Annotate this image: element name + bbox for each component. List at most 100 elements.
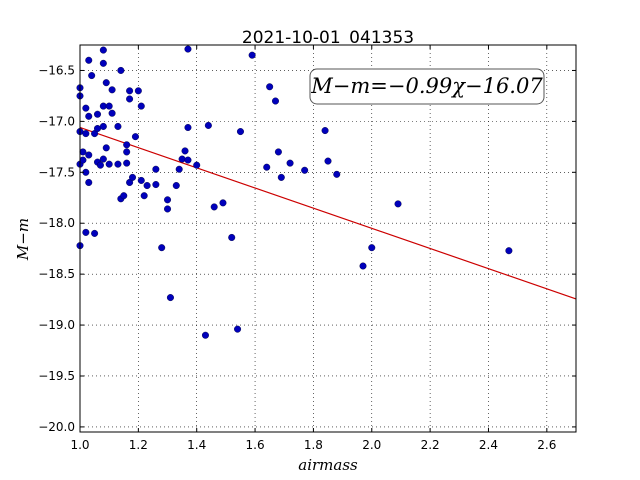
data-point <box>184 45 192 53</box>
data-point <box>266 83 274 91</box>
data-point <box>301 166 309 174</box>
data-point <box>321 127 329 135</box>
data-point <box>102 79 110 87</box>
data-point <box>94 110 102 118</box>
data-point <box>88 72 96 80</box>
data-point <box>137 176 145 184</box>
data-point <box>166 294 174 302</box>
data-point <box>131 133 139 141</box>
data-points <box>76 45 513 339</box>
data-point <box>140 192 148 200</box>
data-point <box>79 156 87 164</box>
annotation-text: M−m=−0.99χ−16.07 <box>310 74 543 98</box>
data-point <box>94 125 102 133</box>
data-point <box>219 199 227 207</box>
data-point <box>184 123 192 131</box>
x-axis-ticks: 1.0 1.2 1.4 1.6 1.8 2.0 2.2 2.4 2.6 <box>70 45 556 452</box>
y-tick-label: −20.0 <box>38 420 75 434</box>
data-point <box>193 161 201 169</box>
y-tick-label: −18.0 <box>38 216 75 230</box>
data-point <box>129 173 137 181</box>
data-point <box>99 122 107 130</box>
data-point <box>152 181 160 189</box>
data-point <box>114 160 122 168</box>
data-point <box>134 87 142 95</box>
data-point <box>228 233 236 241</box>
data-point <box>359 262 367 270</box>
plot-frame <box>79 44 577 433</box>
x-tick-label: 2.4 <box>479 438 498 452</box>
data-point <box>126 87 134 95</box>
data-point <box>85 151 93 159</box>
y-axis-ticks: −16.5 −17.0 −17.5 −18.0 −18.5 −19.0 −19.5 −20.0 <box>38 63 576 434</box>
data-point <box>82 130 90 138</box>
x-tick-label: 1.2 <box>129 438 148 452</box>
x-tick-label: 1.4 <box>187 438 206 452</box>
data-point <box>178 155 186 163</box>
data-point <box>234 325 242 333</box>
plot-area: 1.0 1.2 1.4 1.6 1.8 2.0 2.2 2.4 2.6 −16.5−17.0−1… <box>38 44 577 452</box>
data-point <box>152 165 160 173</box>
data-point <box>105 102 113 110</box>
x-tick-label: 1.8 <box>304 438 323 452</box>
data-point <box>236 128 244 136</box>
data-point <box>286 159 294 167</box>
data-point <box>99 155 107 163</box>
data-point <box>123 159 131 167</box>
data-point <box>181 147 189 155</box>
data-point <box>210 203 218 211</box>
annotation-box <box>309 68 545 105</box>
data-point <box>505 247 513 255</box>
x-tick-label: 2.6 <box>537 438 556 452</box>
data-point <box>96 161 104 169</box>
data-point <box>274 148 282 156</box>
data-point <box>120 192 128 200</box>
data-point <box>91 229 99 237</box>
data-point <box>123 141 131 149</box>
y-axis-label: M−m <box>14 218 32 261</box>
data-point <box>82 104 90 112</box>
data-point <box>164 196 172 204</box>
data-point <box>117 66 125 74</box>
data-point <box>201 331 209 339</box>
y-tick-label: −17.0 <box>38 114 75 128</box>
data-point <box>324 157 332 165</box>
x-axis-label: airmass <box>298 456 358 474</box>
fit-annotation: M−m=−0.99χ−16.07 <box>309 68 545 105</box>
data-point <box>394 200 402 208</box>
data-point <box>263 163 271 171</box>
y-tick-label: −16.5 <box>38 63 75 77</box>
data-point <box>99 46 107 54</box>
y-tick-label: −17.5 <box>38 165 75 179</box>
data-point <box>333 170 341 178</box>
data-point <box>143 182 151 190</box>
x-tick-label: 1.0 <box>70 438 89 452</box>
data-point <box>368 244 376 252</box>
y-tick-label: −19.0 <box>38 318 75 332</box>
data-point <box>85 112 93 120</box>
y-tick-label: −19.5 <box>38 369 75 383</box>
fit-line-group <box>79 126 577 300</box>
grid-lines <box>80 45 576 432</box>
data-point <box>82 228 90 236</box>
data-point <box>85 56 93 64</box>
data-point <box>123 148 131 156</box>
plot-background <box>80 45 576 432</box>
data-point <box>108 86 116 94</box>
data-point <box>184 156 192 164</box>
data-point <box>248 51 256 59</box>
data-point <box>105 160 113 168</box>
fit-line <box>79 126 577 300</box>
data-point <box>164 205 172 213</box>
data-point <box>172 182 180 190</box>
data-point <box>175 165 183 173</box>
data-point <box>271 97 279 105</box>
data-point <box>158 244 166 252</box>
data-point <box>102 144 110 152</box>
data-point <box>126 95 134 103</box>
data-point <box>137 102 145 110</box>
data-point <box>114 122 122 130</box>
data-point <box>277 173 285 181</box>
x-tick-label: 2.2 <box>421 438 440 452</box>
